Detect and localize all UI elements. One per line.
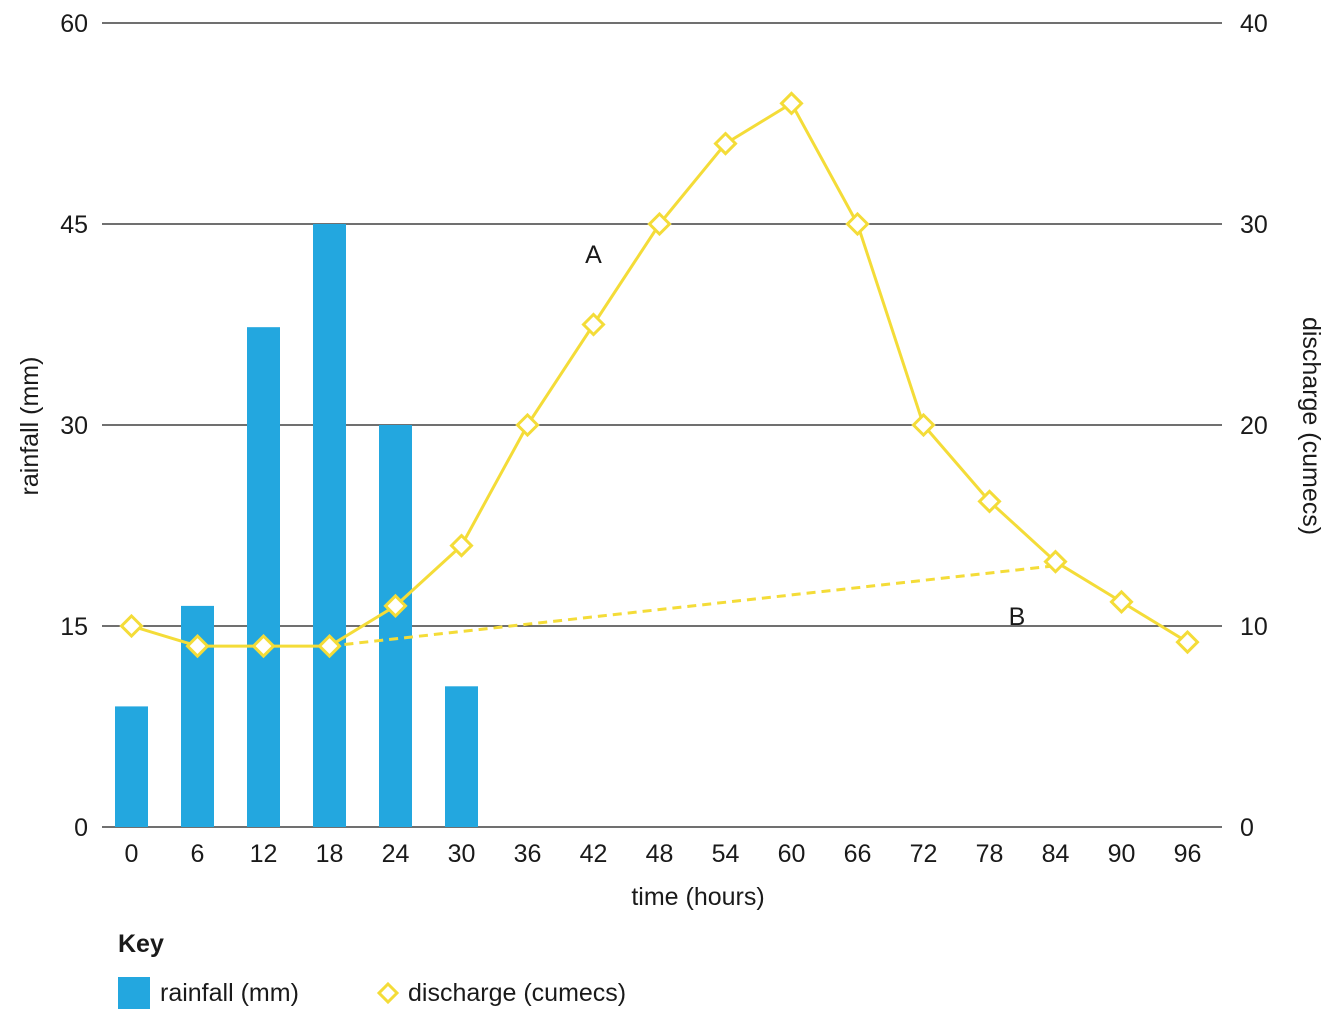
x-tick-label: 84 — [1042, 840, 1070, 868]
right-y-tick-label: 0 — [1240, 814, 1254, 842]
discharge-line — [131, 101, 1189, 648]
key-discharge-label: discharge (cumecs) — [408, 978, 627, 1007]
discharge-point — [251, 633, 276, 659]
discharge-point — [845, 211, 870, 237]
discharge-lines — [131, 101, 1189, 648]
x-tick-label: 30 — [448, 840, 476, 868]
left-y-axis-title: rainfall (mm) — [16, 357, 44, 496]
discharge-point — [515, 412, 540, 438]
discharge-point — [383, 593, 408, 619]
x-tick-label: 6 — [191, 840, 205, 868]
diamond-marker-icon — [376, 981, 400, 1005]
x-tick-label: 90 — [1108, 840, 1136, 868]
discharge-point — [1175, 629, 1200, 655]
tick-labels: 0 0 15 10 30 20 45 30 60 40 0 6 12 18 24 30 36 42 48 54 60 66… — [60, 10, 1268, 868]
x-tick-label: 12 — [250, 840, 278, 868]
key-rainfall-label: rainfall (mm) — [160, 978, 299, 1007]
x-tick-label: 18 — [316, 840, 344, 868]
x-axis-title: time (hours) — [631, 883, 764, 911]
baseflow-dashed-line — [329, 564, 1056, 648]
discharge-point — [1043, 549, 1068, 574]
discharge-point — [1109, 589, 1134, 615]
x-tick-label: 42 — [580, 840, 608, 868]
right-y-axis-title: discharge (cumecs) — [1297, 317, 1325, 535]
discharge-point — [647, 211, 672, 237]
rainfall-bars — [115, 224, 478, 827]
discharge-point — [449, 533, 474, 558]
x-tick-label: 36 — [514, 840, 542, 868]
hydrograph-chart: 0 0 15 10 30 20 45 30 60 40 0 6 12 18 24 30 36 42 48 54 60 66… — [16, 10, 1325, 911]
x-tick-label: 72 — [910, 840, 938, 868]
x-tick-label: 0 — [125, 840, 139, 868]
discharge-point — [185, 633, 210, 659]
discharge-point — [119, 613, 144, 639]
left-y-tick-label: 30 — [60, 412, 88, 440]
annotations: AB — [585, 241, 1025, 631]
key-rainfall-item: rainfall (mm) — [118, 976, 299, 1010]
discharge-point — [911, 412, 936, 438]
rainfall-bar — [313, 224, 346, 827]
x-tick-label: 96 — [1174, 840, 1202, 868]
x-tick-label: 54 — [712, 840, 740, 868]
discharge-point — [581, 312, 606, 337]
right-y-tick-label: 40 — [1240, 10, 1268, 38]
left-y-tick-label: 45 — [60, 211, 88, 239]
rainfall-swatch — [118, 977, 150, 1009]
x-tick-label: 78 — [976, 840, 1004, 868]
discharge-point — [317, 633, 342, 659]
rainfall-bar — [445, 686, 478, 827]
rainfall-bar — [115, 706, 148, 827]
right-y-tick-label: 30 — [1240, 211, 1268, 239]
gridlines — [102, 22, 1222, 828]
discharge-point — [713, 131, 738, 156]
left-y-tick-label: 0 — [74, 814, 88, 842]
rainfall-bar — [379, 425, 412, 827]
right-y-tick-label: 20 — [1240, 412, 1268, 440]
x-tick-label: 66 — [844, 840, 872, 868]
x-tick-label: 24 — [382, 840, 410, 868]
annotation-label: A — [585, 241, 602, 269]
discharge-point — [977, 489, 1002, 514]
discharge-point — [779, 91, 804, 116]
discharge-markers — [119, 91, 1200, 659]
key-discharge-item: discharge (cumecs) — [376, 976, 626, 1010]
rainfall-bar — [247, 327, 280, 827]
left-y-tick-label: 60 — [60, 10, 88, 38]
x-tick-label: 48 — [646, 840, 674, 868]
annotation-label: B — [1009, 603, 1026, 631]
x-tick-label: 60 — [778, 840, 806, 868]
right-y-tick-label: 10 — [1240, 613, 1268, 641]
key-title: Key — [118, 930, 164, 958]
left-y-tick-label: 15 — [60, 613, 88, 641]
